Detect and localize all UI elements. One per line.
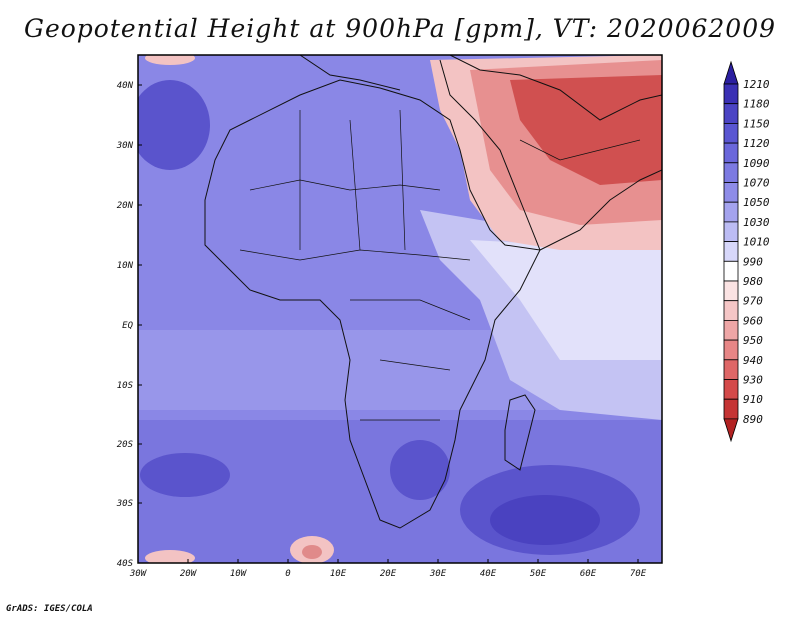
colorbar-label: 930 [743, 374, 763, 387]
border-3 [239, 249, 471, 261]
africa-coast [204, 79, 541, 529]
colorbar-label: 1150 [743, 117, 770, 130]
colorbar-label: 1210 [743, 78, 770, 91]
colorbar-swatch [723, 123, 739, 144]
map-frame [137, 54, 663, 564]
colorbar-swatch [723, 201, 739, 223]
colorbar-label: 1010 [743, 236, 770, 249]
colorbar-swatch [723, 241, 739, 262]
low-south-1-core [302, 545, 322, 559]
colorbar-label: 890 [743, 413, 763, 426]
lon-label: 40E [480, 569, 497, 579]
lat-axis: 40N 30N 20N 10N EQ 10S 20S 30S 40S [116, 81, 134, 569]
coastlines [204, 55, 662, 529]
lon-ticks [187, 559, 639, 563]
colorbar-swatch [723, 280, 739, 302]
lon-label: 0 [285, 569, 290, 579]
field-arabian-sea [470, 240, 662, 360]
colorbar-swatch [723, 260, 739, 282]
lat-label: 10N [117, 261, 134, 271]
lon-label: 30E [429, 569, 447, 579]
border-2 [299, 109, 406, 251]
border-1 [249, 179, 441, 191]
border-5 [519, 139, 641, 161]
colorbar-swatch [723, 221, 739, 242]
colorbar-label: 980 [743, 275, 763, 288]
colorbar-label: 1180 [743, 98, 770, 111]
lat-label: 20S [117, 440, 134, 450]
low-north [145, 55, 195, 65]
low-arabia-inner [510, 75, 662, 185]
lat-label: EQ [122, 321, 133, 331]
lat-label: 40S [117, 559, 134, 569]
colorbar-swatch [723, 398, 739, 420]
colorbar-swatch [723, 182, 739, 203]
colorbar-swatch [723, 359, 739, 380]
colorbar-swatch [723, 319, 739, 341]
lat-label: 30S [116, 499, 134, 509]
lat-ticks [138, 84, 142, 504]
colorbar-label: 950 [743, 334, 763, 347]
colorbar-swatch [723, 142, 739, 164]
high-north-atlantic [138, 80, 210, 170]
colorbar-arrow-bottom [723, 418, 739, 443]
colorbar-label: 1030 [743, 216, 770, 229]
colorbar: 1210 1180 1150 1120 1090 1070 1050 1030 1010 990 9… [723, 60, 770, 443]
asia-coast [449, 55, 662, 121]
colorbar-label: 970 [743, 295, 763, 308]
border-4 [350, 299, 471, 421]
lon-label: 10W [230, 569, 248, 579]
credit-text: GrADS: IGES/COLA [6, 604, 93, 614]
colorbar-swatch [723, 162, 739, 183]
colorbar-swatch [723, 103, 739, 124]
colorbar-swatch [723, 379, 739, 400]
colorbar-label: 1050 [743, 196, 770, 209]
borders [239, 109, 641, 421]
colorbar-label: 1090 [743, 157, 770, 170]
colorbar-label: 940 [743, 354, 763, 367]
lat-label: 20N [117, 201, 134, 211]
lat-label: 40N [117, 81, 134, 91]
high-southern-africa [390, 440, 450, 500]
colorbar-swatch [723, 83, 739, 105]
lon-label: 30W [129, 569, 148, 579]
colorbar-swatch [723, 339, 739, 361]
colorbar-label: 990 [743, 255, 763, 268]
lon-label: 10E [330, 569, 347, 579]
high-south-atlantic [140, 453, 230, 497]
lon-label: 20E [380, 569, 397, 579]
low-south-2 [145, 550, 195, 563]
lon-label: 60E [580, 569, 597, 579]
lon-label: 20W [180, 569, 198, 579]
colorbar-swatch [723, 300, 739, 321]
map-title: Geopotential Height at 900hPa [gpm], VT:… [23, 14, 777, 43]
colorbar-arrow-top [723, 60, 739, 85]
lat-label: 10S [117, 381, 134, 391]
lat-label: 30N [116, 141, 134, 151]
colorbar-label: 1120 [743, 137, 770, 150]
map-area [138, 55, 662, 563]
lon-label: 70E [630, 569, 647, 579]
arabia-coast [439, 59, 662, 251]
colorbar-label: 910 [743, 393, 763, 406]
colorbar-label: 960 [743, 314, 763, 327]
lon-label: 50E [530, 569, 547, 579]
europe-coast [299, 55, 401, 91]
madagascar [504, 394, 536, 471]
colorbar-label: 1070 [743, 177, 770, 190]
high-south-indian-core [490, 495, 600, 545]
lon-axis: 30W 20W 10W 0 10E 20E 30E 40E 50E 60E 70… [129, 569, 647, 579]
